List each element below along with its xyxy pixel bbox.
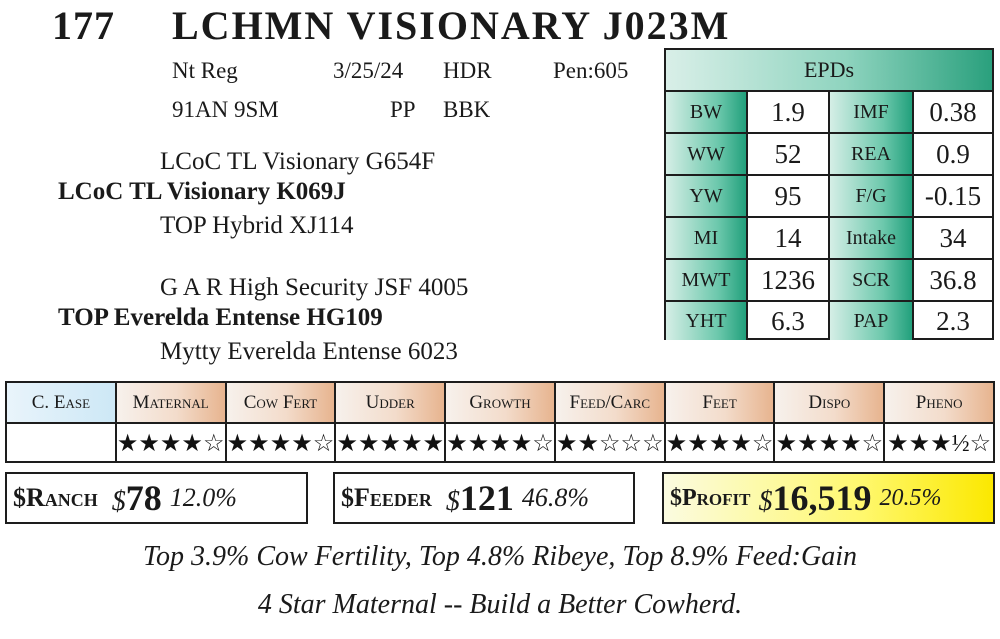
rating-header-feet: Feet — [665, 383, 776, 422]
rating-header-phenotype: Pheno — [885, 383, 994, 422]
ratings-header-row: C. Ease Maternal Cow Fert Udder Growth F… — [7, 383, 994, 424]
rating-stars-feed-carcass: ★★☆☆☆ — [556, 424, 666, 463]
epd-value: 36.8 — [929, 264, 977, 295]
epd-label: BW — [666, 92, 748, 132]
dam-sire: G A R High Security JSF 4005 — [160, 274, 469, 301]
tattoo: 91AN 9SM — [172, 97, 279, 122]
footer-slogan: 4 Star Maternal -- Build a Better Cowher… — [257, 589, 743, 620]
feeder-value: 121 — [459, 478, 514, 518]
rating-stars-feet: ★★★★☆ — [666, 424, 776, 463]
profit-index-value: $16,519 — [759, 477, 872, 519]
color: BBK — [443, 97, 491, 122]
ranch-currency: $ — [111, 486, 126, 517]
epd-label: IMF — [830, 92, 914, 132]
epd-value: 6.3 — [748, 302, 830, 340]
ranch-index-label: $Ranch — [13, 483, 98, 512]
rating-header-feed-carcass: Feed/Carc — [555, 383, 666, 422]
epd-table: EPDs BW 1.9 IMF 0.38 WW 52 REA 0.9 YW 95… — [664, 48, 994, 340]
animal-name: LCHMN VISIONARY J023M — [172, 3, 731, 48]
profit-index-percent: 20.5% — [879, 484, 942, 511]
epd-label: F/G — [830, 176, 914, 216]
registration-status: Nt Reg — [172, 58, 238, 83]
ranch-index-percent: 12.0% — [169, 483, 237, 512]
sire-dam: TOP Hybrid XJ114 — [160, 212, 354, 239]
rating-stars-calving-ease — [7, 424, 117, 463]
epd-row: BW 1.9 IMF 0.38 — [666, 92, 992, 134]
epd-label: SCR — [830, 260, 914, 300]
profit-value: 16,519 — [772, 478, 872, 518]
dam-dam: Mytty Everelda Entense 6023 — [160, 338, 458, 365]
epd-row: YW 95 F/G -0.15 — [666, 176, 992, 218]
epd-label: YW — [666, 176, 748, 216]
epd-label: Intake — [830, 218, 914, 258]
sire-sire: LCoC TL Visionary G654F — [160, 148, 436, 175]
profit-index-label: $Profit — [670, 484, 751, 511]
epd-row: MI 14 Intake 34 — [666, 218, 992, 260]
epd-value: 52 — [748, 134, 830, 174]
epd-row: MWT 1236 SCR 36.8 — [666, 260, 992, 302]
ranch-value: 78 — [125, 478, 162, 518]
epd-value: 0.9 — [936, 138, 970, 169]
epd-label: YHT — [666, 302, 748, 340]
feeder-index-value: $121 — [446, 477, 514, 519]
epd-value: 14 — [748, 218, 830, 258]
polled-status: PP — [390, 97, 416, 122]
rating-header-cow-fertility: Cow Fert — [226, 383, 337, 422]
rating-header-calving-ease: C. Ease — [7, 383, 117, 422]
epd-value: 1.9 — [748, 92, 830, 132]
rating-header-growth: Growth — [446, 383, 556, 422]
profit-currency: $ — [758, 486, 773, 517]
epd-value: 1236 — [748, 260, 830, 300]
sire: LCoC TL Visionary K069J — [58, 178, 346, 205]
trait-ratings-table: C. Ease Maternal Cow Fert Udder Growth F… — [5, 381, 995, 463]
rating-stars-cow-fertility: ★★★★☆ — [227, 424, 337, 463]
category: HDR — [443, 58, 492, 83]
footer-highlights: Top 3.9% Cow Fertility, Top 4.8% Ribeye,… — [143, 541, 857, 572]
epd-value: 95 — [748, 176, 830, 216]
feeder-index-label: $Feeder — [341, 483, 432, 512]
birth-date: 3/25/24 — [333, 58, 404, 83]
feeder-index-box: $Feeder $121 46.8% — [333, 472, 635, 524]
pen-number: Pen:605 — [553, 58, 629, 83]
rating-header-maternal: Maternal — [116, 383, 227, 422]
dam: TOP Everelda Entense HG109 — [58, 304, 383, 331]
rating-header-disposition: Dispo — [775, 383, 886, 422]
epd-label: MWT — [666, 260, 748, 300]
rating-header-udder: Udder — [336, 383, 447, 422]
ranch-index-value: $78 — [112, 477, 162, 519]
rating-stars-disposition: ★★★★☆ — [775, 424, 886, 463]
epd-label: MI — [666, 218, 748, 258]
feeder-index-percent: 46.8% — [521, 483, 590, 512]
epd-table-title: EPDs — [666, 50, 992, 92]
epd-row: WW 52 REA 0.9 — [666, 134, 992, 176]
profit-index-box: $Profit $16,519 20.5% — [662, 472, 995, 524]
ratings-stars-row: ★★★★☆ ★★★★☆ ★★★★★ ★★★★☆ ★★☆☆☆ ★★★★☆ ★★★★… — [7, 424, 993, 463]
lot-number: 177 — [52, 3, 115, 48]
epd-value: 2.3 — [936, 305, 970, 336]
epd-label: WW — [666, 134, 748, 174]
epd-value: -0.15 — [924, 180, 982, 211]
ranch-index-box: $Ranch $78 12.0% — [5, 472, 308, 524]
rating-stars-growth: ★★★★☆ — [446, 424, 556, 463]
epd-row: YHT 6.3 PAP 2.3 — [666, 302, 992, 340]
epd-value: 0.38 — [929, 96, 977, 127]
rating-stars-phenotype: ★★★½☆ — [887, 431, 992, 457]
rating-stars-udder: ★★★★★ — [336, 424, 447, 463]
epd-label: REA — [830, 134, 914, 174]
epd-value: 34 — [939, 222, 967, 253]
feeder-currency: $ — [445, 486, 460, 517]
epd-label: PAP — [830, 302, 914, 340]
rating-stars-maternal: ★★★★☆ — [117, 424, 227, 463]
